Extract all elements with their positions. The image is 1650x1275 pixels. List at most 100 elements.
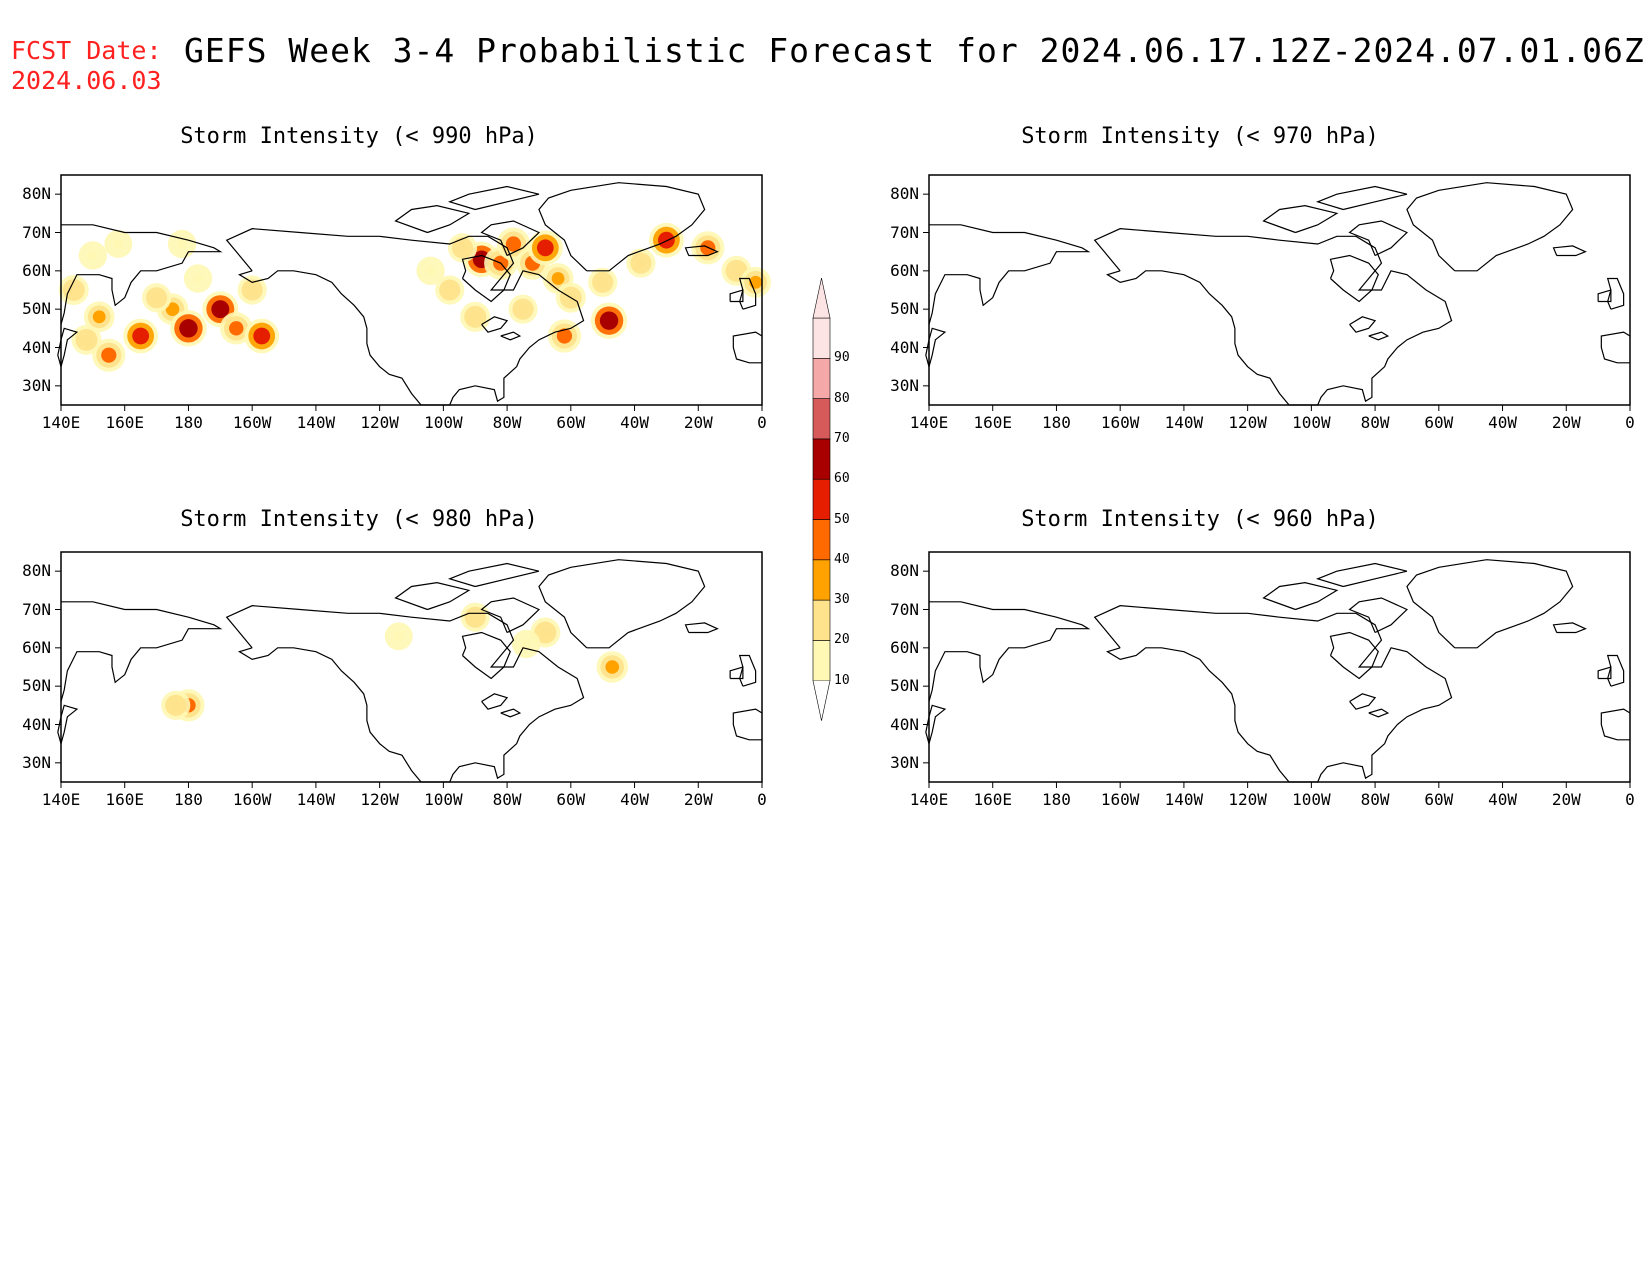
coastline bbox=[1368, 331, 1390, 341]
probability-cell bbox=[456, 242, 469, 254]
lat-label: 70N bbox=[890, 599, 919, 619]
probability-cell bbox=[536, 239, 554, 257]
coastline bbox=[1262, 582, 1339, 611]
coastline bbox=[480, 597, 541, 634]
lon-label: 120W bbox=[360, 413, 399, 432]
lon-label: 100W bbox=[1292, 413, 1331, 432]
lon-label: 40W bbox=[620, 413, 649, 432]
lat-label: 80N bbox=[890, 561, 919, 581]
coastline bbox=[1600, 708, 1631, 741]
colorbar bbox=[812, 277, 831, 721]
coastline bbox=[1552, 622, 1587, 634]
coastline bbox=[225, 228, 585, 406]
lon-label: 140E bbox=[909, 790, 949, 809]
probability-cell bbox=[393, 631, 404, 642]
coastline bbox=[1597, 666, 1612, 680]
coastline bbox=[925, 327, 947, 367]
panel-title-970: Storm Intensity (< 970 hPa) bbox=[1021, 124, 1379, 149]
probability-cell bbox=[505, 236, 522, 252]
coastline bbox=[729, 666, 744, 680]
colorbar-segment bbox=[812, 640, 831, 682]
lon-label: 40W bbox=[620, 790, 649, 809]
probability-cell bbox=[551, 272, 565, 285]
coastline bbox=[60, 224, 223, 325]
lon-label: 100W bbox=[424, 790, 463, 809]
probability-cell bbox=[92, 310, 106, 324]
coastline bbox=[738, 277, 757, 310]
coastline bbox=[500, 331, 522, 341]
lon-label: 20W bbox=[683, 413, 713, 432]
lon-label: 0 bbox=[1625, 790, 1635, 809]
lat-label: 80N bbox=[890, 184, 919, 204]
lon-label: 80W bbox=[492, 413, 522, 432]
colorbar-level-label: 60 bbox=[834, 471, 850, 487]
lat-label: 40N bbox=[22, 714, 51, 734]
lon-label: 40W bbox=[1488, 413, 1517, 432]
coastline bbox=[57, 327, 79, 367]
map-panel-p960 bbox=[923, 551, 1631, 788]
lat-label: 50N bbox=[890, 676, 919, 696]
lon-label: 140W bbox=[1164, 790, 1204, 809]
lat-label: 50N bbox=[22, 676, 51, 696]
coastline bbox=[500, 708, 522, 718]
probability-cell bbox=[80, 333, 93, 346]
lon-label: 80W bbox=[1360, 790, 1390, 809]
lon-label: 140E bbox=[41, 790, 81, 809]
map-frame bbox=[60, 174, 763, 406]
coastline bbox=[1315, 185, 1408, 211]
map-panel-p970 bbox=[923, 174, 1631, 411]
lat-label: 50N bbox=[890, 299, 919, 319]
panel-title-960: Storm Intensity (< 960 hPa) bbox=[1021, 507, 1379, 532]
coastline bbox=[1262, 205, 1339, 234]
lat-label: 30N bbox=[890, 375, 919, 395]
coastline bbox=[1606, 277, 1625, 310]
lat-label: 30N bbox=[890, 752, 919, 772]
coastline bbox=[1329, 631, 1379, 680]
probability-cell bbox=[635, 257, 647, 269]
coastline bbox=[1368, 708, 1390, 718]
probability-cell bbox=[539, 626, 552, 639]
lon-label: 0 bbox=[757, 790, 767, 809]
coastline bbox=[461, 631, 511, 680]
lat-label: 70N bbox=[890, 222, 919, 242]
lon-label: 0 bbox=[1625, 413, 1635, 432]
probability-cell bbox=[101, 347, 117, 363]
coastline bbox=[1349, 316, 1377, 333]
colorbar-segment bbox=[812, 599, 831, 641]
lon-label: 100W bbox=[1292, 790, 1331, 809]
map-frame bbox=[928, 551, 1631, 783]
lon-label: 120W bbox=[1228, 790, 1267, 809]
coastline bbox=[480, 220, 541, 257]
lat-label: 50N bbox=[22, 299, 51, 319]
lon-label: 60W bbox=[556, 790, 586, 809]
coastline bbox=[1349, 693, 1377, 710]
probability-cell bbox=[469, 310, 482, 323]
probability-cell bbox=[730, 264, 743, 277]
coastline bbox=[928, 224, 1091, 325]
lon-label: 80W bbox=[1360, 413, 1390, 432]
lat-label: 40N bbox=[22, 337, 51, 357]
coastline bbox=[1597, 289, 1612, 303]
probability-cell bbox=[179, 319, 198, 338]
lon-label: 20W bbox=[683, 790, 713, 809]
colorbar-segment bbox=[812, 398, 831, 440]
probability-cell bbox=[469, 611, 481, 623]
coastline bbox=[394, 582, 471, 611]
lat-label: 40N bbox=[890, 337, 919, 357]
probability-cell bbox=[165, 302, 180, 316]
probability-cell bbox=[87, 250, 99, 261]
coastline bbox=[461, 254, 511, 303]
colorbar-segment bbox=[812, 519, 831, 561]
lon-label: 160E bbox=[973, 413, 1012, 432]
lat-label: 40N bbox=[890, 714, 919, 734]
colorbar-level-label: 50 bbox=[834, 511, 850, 527]
probability-cell bbox=[444, 284, 456, 296]
coastline bbox=[1348, 597, 1409, 634]
probability-cell bbox=[170, 699, 182, 711]
probability-cell bbox=[605, 660, 620, 674]
lat-label: 60N bbox=[890, 637, 919, 657]
lon-label: 140E bbox=[41, 413, 81, 432]
probability-cell bbox=[658, 231, 675, 249]
colorbar-level-label: 70 bbox=[834, 430, 850, 446]
